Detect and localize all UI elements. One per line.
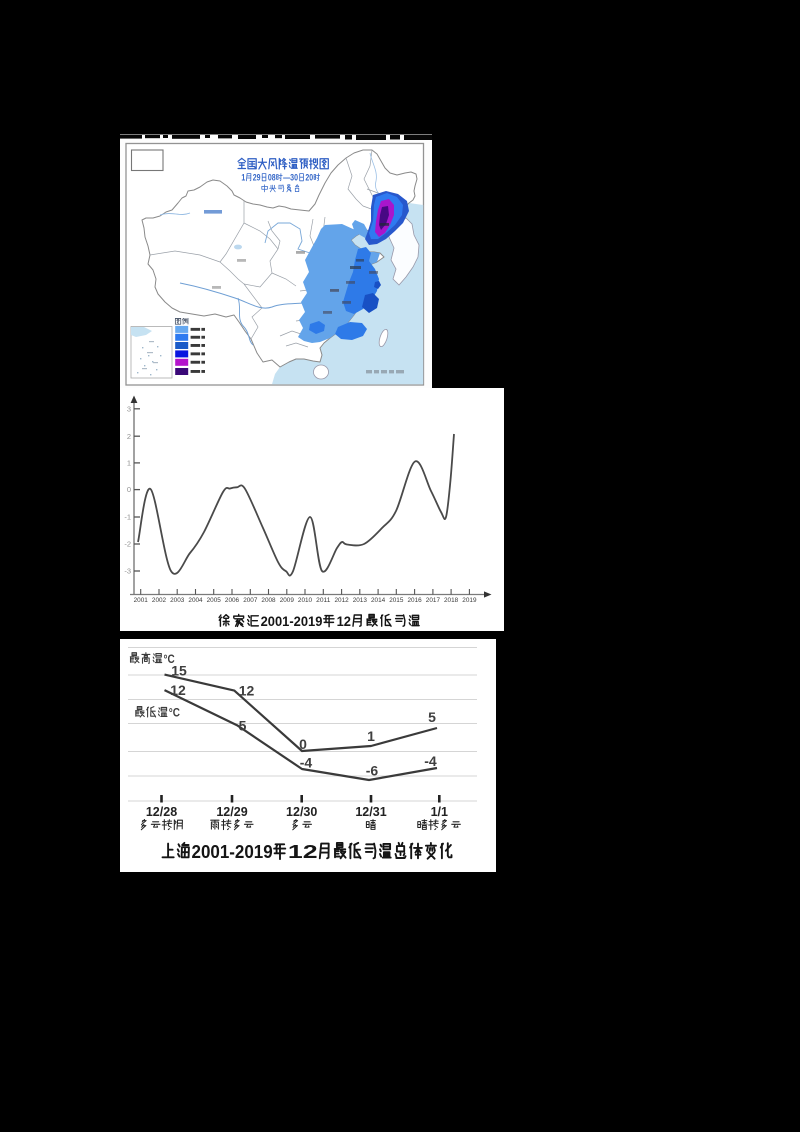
svg-text:-2: -2 [124, 540, 131, 549]
svg-text:12: 12 [239, 683, 255, 699]
svg-text:08: 08 [268, 173, 276, 183]
svg-text:°C: °C [169, 706, 180, 720]
svg-text:2001-2019: 2001-2019 [261, 614, 323, 629]
svg-text:2012: 2012 [335, 597, 350, 604]
svg-text:1: 1 [127, 459, 131, 468]
svg-text:-4: -4 [300, 755, 313, 771]
svg-text:12/31: 12/31 [355, 805, 386, 819]
svg-text:12: 12 [170, 682, 186, 698]
svg-text:2007: 2007 [243, 597, 258, 604]
svg-text:2002: 2002 [152, 597, 167, 604]
svg-text:2014: 2014 [371, 597, 386, 604]
svg-text:12/30: 12/30 [286, 805, 317, 819]
svg-text:2013: 2013 [353, 597, 368, 604]
svg-text:2015: 2015 [389, 597, 404, 604]
svg-text:-6: -6 [366, 763, 379, 779]
svg-text:2005: 2005 [207, 597, 222, 604]
svg-text:3: 3 [127, 404, 131, 413]
svg-text:2010: 2010 [298, 597, 313, 604]
svg-text:2018: 2018 [444, 597, 459, 604]
svg-text:5: 5 [428, 709, 436, 725]
svg-text:—30: —30 [283, 173, 298, 183]
svg-text:29: 29 [253, 173, 261, 183]
svg-text:0: 0 [299, 736, 307, 752]
svg-text:5: 5 [239, 718, 247, 734]
svg-text:-3: -3 [124, 567, 131, 576]
svg-text:2011: 2011 [316, 597, 331, 604]
svg-text:2006: 2006 [225, 597, 240, 604]
svg-text:2009: 2009 [280, 597, 295, 604]
svg-text:0: 0 [127, 485, 131, 494]
svg-text:1: 1 [241, 173, 245, 183]
svg-text:2016: 2016 [408, 597, 423, 604]
svg-text:1: 1 [367, 728, 375, 744]
svg-text:2008: 2008 [261, 597, 276, 604]
svg-text:20: 20 [305, 173, 313, 183]
svg-text:-1: -1 [124, 513, 131, 522]
svg-text:12: 12 [288, 842, 318, 862]
svg-text:12/29: 12/29 [216, 805, 247, 819]
svg-text:°C: °C [164, 652, 175, 666]
svg-text:15: 15 [171, 663, 187, 679]
svg-text:2001-2019: 2001-2019 [192, 842, 273, 862]
svg-text:2004: 2004 [188, 597, 203, 604]
svg-text:2019: 2019 [462, 597, 477, 604]
svg-text:2017: 2017 [426, 597, 441, 604]
svg-text:2001: 2001 [134, 597, 149, 604]
svg-text:12: 12 [337, 614, 352, 629]
svg-text:2: 2 [127, 432, 131, 441]
svg-text:12/28: 12/28 [146, 805, 177, 819]
svg-text:-4: -4 [424, 753, 437, 769]
svg-text:1/1: 1/1 [431, 805, 448, 819]
svg-text:2003: 2003 [170, 597, 185, 604]
